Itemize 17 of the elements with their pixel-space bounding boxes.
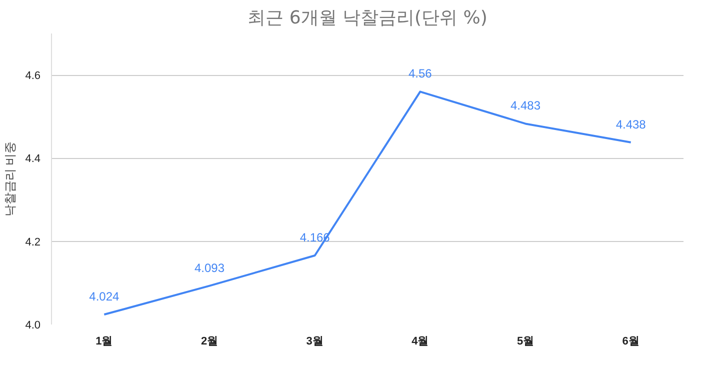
- x-tick-label: 5월: [516, 336, 534, 348]
- x-tick-label: 6월: [622, 336, 640, 348]
- x-tick-label: 1월: [96, 336, 113, 348]
- y-tick-label: 4.0: [25, 320, 41, 332]
- y-tick-label: 4.4: [25, 153, 41, 166]
- data-label: 4.438: [616, 117, 646, 132]
- x-tick-label: 2월: [200, 336, 218, 348]
- y-axis-title: 낙찰금리 비중: [3, 141, 18, 217]
- data-label: 4.483: [510, 98, 541, 113]
- y-tick-label: 4.2: [25, 236, 41, 248]
- y-tick-label: 4.6: [25, 70, 41, 82]
- data-label: 4.56: [408, 66, 432, 81]
- x-tick-label: 4월: [412, 336, 429, 348]
- data-label: 4.024: [89, 290, 120, 304]
- chart-title: 최근 6개월 낙찰금리(단위 %): [248, 8, 488, 28]
- data-label: 4.093: [194, 260, 225, 275]
- x-tick-label: 3월: [306, 336, 324, 348]
